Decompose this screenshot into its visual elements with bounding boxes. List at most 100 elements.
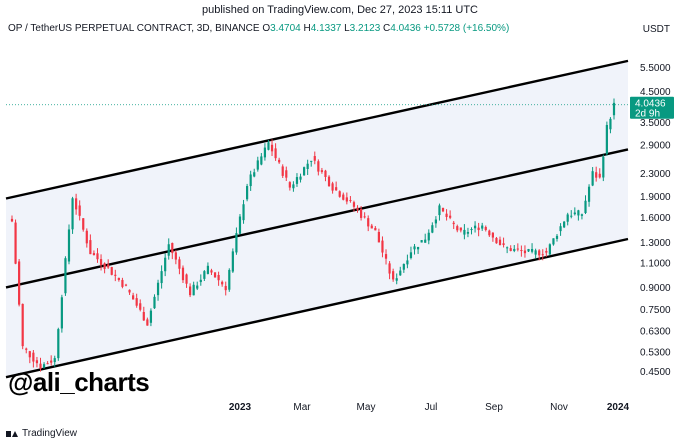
price-tick-label: 1.1000 <box>640 259 671 270</box>
candle-body <box>274 148 277 159</box>
candle <box>523 245 527 258</box>
candle <box>274 143 277 161</box>
candle-body <box>470 229 473 231</box>
candle-body <box>21 303 24 347</box>
candle <box>587 184 591 207</box>
candle-body <box>299 176 302 180</box>
candle <box>96 248 99 263</box>
candle-body <box>142 312 145 321</box>
candle <box>555 233 559 242</box>
candle-body <box>78 205 81 216</box>
candle <box>477 222 480 237</box>
candle-body <box>395 278 398 281</box>
candle-body <box>46 363 49 365</box>
candle-body <box>413 246 416 250</box>
candle-body <box>331 183 334 191</box>
candle-body <box>363 216 366 218</box>
candle-body <box>367 218 370 227</box>
candle-body <box>60 297 63 329</box>
candle-body <box>523 250 527 254</box>
candle <box>64 256 67 296</box>
candle <box>345 192 348 205</box>
candle-body <box>527 248 530 252</box>
candle-body <box>295 177 299 184</box>
candle <box>231 248 234 273</box>
chart-frame: 5.5000 4.5000 3.5000 2.9000 2.3000 1.9000 1.60… <box>0 18 680 424</box>
candle-body <box>506 247 509 249</box>
candle <box>342 192 345 201</box>
candle <box>245 183 249 202</box>
candle-body <box>231 251 234 272</box>
candle-body <box>64 258 67 294</box>
candle <box>18 258 21 307</box>
candle-body <box>495 237 498 244</box>
candle <box>189 283 192 298</box>
candle-layer <box>6 98 628 372</box>
tradingview-icon <box>6 430 18 438</box>
candle-body <box>85 230 88 244</box>
symbol-legend: OP / TetherUS PERPETUAL CONTRACT, 3D, BI… <box>8 23 509 34</box>
candle-body <box>356 207 359 210</box>
candle-body <box>587 186 591 202</box>
candle <box>363 212 366 219</box>
candle <box>217 271 220 286</box>
candle-body <box>160 271 163 284</box>
candle-body <box>345 197 348 202</box>
price-chart[interactable]: 5.5000 4.5000 3.5000 2.9000 2.3000 1.9000 1.60… <box>0 18 680 424</box>
candle <box>210 268 213 275</box>
candle <box>310 160 313 167</box>
tradingview-brand: TradingView <box>22 428 78 439</box>
candle-body <box>50 360 53 363</box>
candle <box>121 277 124 289</box>
candle <box>577 209 580 221</box>
price-tick-label: 1.3000 <box>640 238 671 249</box>
candle <box>278 157 281 164</box>
candle-body <box>406 260 409 265</box>
low-label: L <box>344 23 350 34</box>
candle <box>306 159 309 175</box>
price-tick-label: 4.5000 <box>640 87 671 98</box>
candle <box>591 167 594 187</box>
candle <box>253 168 256 178</box>
candle-body <box>57 329 60 359</box>
candle <box>110 266 113 276</box>
candle <box>513 245 516 253</box>
candle <box>185 273 188 288</box>
candle <box>566 212 569 226</box>
candle <box>445 209 448 221</box>
candle-body <box>320 170 324 172</box>
candle <box>139 299 142 312</box>
candle <box>256 156 259 172</box>
channel-upper-line <box>5 59 629 200</box>
candle-body <box>99 259 103 265</box>
candle-body <box>263 147 267 158</box>
candle <box>203 270 206 281</box>
candle <box>488 229 491 237</box>
price-tick-label: 0.9000 <box>640 283 671 294</box>
candle <box>235 227 238 255</box>
candle-body <box>452 222 455 225</box>
candle-body <box>114 274 117 276</box>
tradingview-logo[interactable]: TradingView <box>6 428 77 439</box>
candle-body <box>132 295 135 300</box>
candle-body <box>28 351 31 358</box>
candle <box>103 262 106 274</box>
candle-body <box>89 240 92 255</box>
candle <box>174 250 177 265</box>
candle-body <box>591 171 594 186</box>
candle-body <box>288 182 291 188</box>
candle-body <box>359 209 363 218</box>
candle <box>434 216 437 228</box>
candle <box>14 219 17 265</box>
candle <box>10 215 14 223</box>
candle-body <box>488 230 491 236</box>
candle <box>506 246 509 254</box>
currency-button[interactable]: USDT <box>642 24 670 35</box>
candle <box>285 166 288 181</box>
candle-body <box>566 214 569 222</box>
candle <box>249 170 252 191</box>
candle <box>281 164 284 179</box>
candle <box>356 205 359 213</box>
candle <box>149 308 153 327</box>
candle <box>530 243 534 254</box>
